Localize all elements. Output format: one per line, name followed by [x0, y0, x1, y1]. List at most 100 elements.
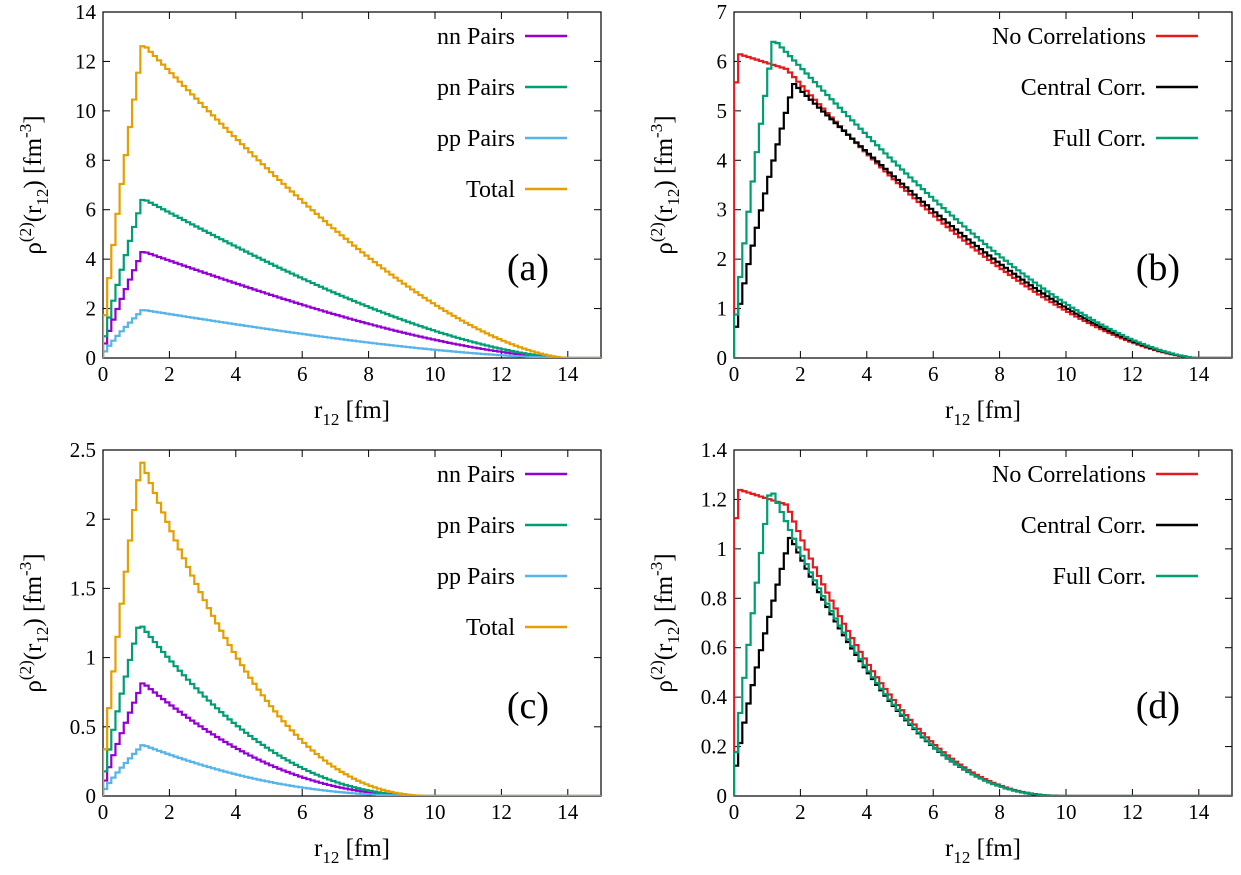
- x-tick-label: 4: [862, 362, 873, 386]
- x-tick-label: 14: [557, 800, 579, 824]
- x-tick-label: 10: [1056, 800, 1077, 824]
- series-line-nn-pairs: [103, 682, 601, 796]
- y-tick-label: 1: [86, 646, 97, 670]
- y-tick-label: 0: [717, 784, 728, 808]
- x-tick-label: 0: [98, 800, 109, 824]
- plot-frame: [102, 449, 602, 797]
- series-line-pn-pairs: [103, 198, 601, 358]
- x-tick-label: 6: [297, 800, 308, 824]
- x-tick-label: 6: [928, 362, 939, 386]
- legend-label: Full Corr.: [1053, 126, 1146, 152]
- series-line-nn-pairs: [103, 251, 601, 358]
- x-tick-label: 12: [491, 800, 512, 824]
- y-tick-label: 0.5: [70, 715, 96, 739]
- legend-label: No Correlations: [992, 24, 1146, 50]
- y-tick-label: 7: [717, 0, 728, 24]
- plot-frame: [102, 11, 602, 359]
- y-axis-label: ρ(2)(r12) [fm-3]: [16, 553, 52, 692]
- x-tick-label: 14: [1188, 362, 1210, 386]
- series-line-pn-pairs: [103, 625, 601, 796]
- y-tick-label: 1: [717, 537, 728, 561]
- y-tick-label: 6: [717, 49, 728, 73]
- series-line-pp-pairs: [103, 744, 601, 796]
- y-tick-label: 4: [86, 247, 97, 271]
- y-tick-label: 0.8: [701, 586, 727, 610]
- series-line-full-corr-: [734, 40, 1232, 358]
- legend-label: Central Corr.: [1021, 75, 1146, 101]
- x-tick-label: 0: [729, 800, 740, 824]
- panel-a: 0 2 4 6 8 10 12 14 0 2 4 6 8 10 12 14 r12 [fm] ρ(2)(r12) …: [16, 0, 602, 429]
- plot-frame: [733, 449, 1233, 797]
- series-line-total: [103, 461, 601, 796]
- x-tick-label: 14: [557, 362, 579, 386]
- y-tick-label: 1.4: [701, 438, 728, 462]
- x-tick-label: 2: [164, 362, 175, 386]
- y-tick-label: 0: [86, 784, 97, 808]
- series-line-pp-pairs: [103, 309, 601, 358]
- y-tick-label: 1: [717, 297, 728, 321]
- legend-label: nn Pairs: [437, 462, 515, 488]
- x-tick-label: 4: [231, 362, 242, 386]
- x-tick-label: 12: [1122, 362, 1143, 386]
- panel-c: 0 2 4 6 8 10 12 14 0 0.5 1 1.5 2 2.5 r12 [fm] ρ(2)(r12)…: [16, 438, 602, 867]
- y-tick-label: 0.6: [701, 636, 727, 660]
- x-tick-label: 8: [994, 362, 1005, 386]
- legend-label: pp Pairs: [437, 564, 515, 590]
- legend-label: pn Pairs: [437, 513, 515, 539]
- panel-label: (b): [1136, 247, 1180, 289]
- x-axis-label: r12 [fm]: [314, 835, 390, 867]
- y-tick-label: 3: [717, 198, 728, 222]
- y-tick-label: 14: [75, 0, 97, 24]
- x-tick-label: 8: [994, 800, 1005, 824]
- x-tick-label: 4: [862, 800, 873, 824]
- legend-label: No Correlations: [992, 462, 1146, 488]
- x-axis-label: r12 [fm]: [945, 397, 1021, 429]
- y-tick-label: 4: [717, 148, 728, 172]
- x-tick-label: 12: [1122, 800, 1143, 824]
- x-axis-label: r12 [fm]: [945, 835, 1021, 867]
- x-tick-label: 14: [1188, 800, 1210, 824]
- y-tick-label: 0.4: [701, 685, 728, 709]
- series-line-total: [103, 45, 601, 358]
- x-tick-label: 8: [363, 362, 374, 386]
- legend-label: Central Corr.: [1021, 513, 1146, 539]
- x-tick-label: 0: [729, 362, 740, 386]
- y-tick-label: 8: [86, 148, 97, 172]
- series-line-no-correlations: [734, 488, 1232, 796]
- legend-label: pp Pairs: [437, 126, 515, 152]
- x-tick-label: 6: [928, 800, 939, 824]
- x-axis-label: r12 [fm]: [314, 397, 390, 429]
- plot-frame: [733, 11, 1233, 359]
- x-tick-label: 2: [795, 800, 806, 824]
- y-axis-label: ρ(2)(r12) [fm-3]: [16, 115, 52, 254]
- y-tick-label: 2: [86, 507, 97, 531]
- panel-d: 0 2 4 6 8 10 12 14 0 0.2 0.4 0.6 0.8 1 1.2 1.4 r12 [fm] ρ…: [647, 438, 1233, 867]
- y-tick-label: 0: [717, 346, 728, 370]
- y-tick-label: 1.2: [701, 487, 727, 511]
- x-tick-label: 2: [795, 362, 806, 386]
- y-tick-label: 10: [75, 99, 96, 123]
- legend-label: Total: [466, 177, 515, 203]
- panel-label: (a): [507, 247, 549, 289]
- legend-label: Full Corr.: [1053, 564, 1146, 590]
- x-tick-label: 10: [425, 800, 446, 824]
- x-tick-label: 8: [363, 800, 374, 824]
- y-tick-label: 2: [717, 247, 728, 271]
- y-tick-label: 2.5: [70, 438, 96, 462]
- x-tick-label: 10: [1056, 362, 1077, 386]
- legend-label: Total: [466, 615, 515, 641]
- x-tick-label: 2: [164, 800, 175, 824]
- y-axis-label: ρ(2)(r12) [fm-3]: [647, 553, 683, 692]
- x-tick-label: 10: [425, 362, 446, 386]
- x-tick-label: 0: [98, 362, 109, 386]
- y-tick-label: 12: [75, 49, 96, 73]
- panel-label: (c): [507, 685, 549, 727]
- y-tick-label: 0: [86, 346, 97, 370]
- y-axis-label: ρ(2)(r12) [fm-3]: [647, 115, 683, 254]
- panel-label: (d): [1136, 685, 1180, 727]
- series-line-central-corr-: [734, 82, 1232, 358]
- y-tick-label: 1.5: [70, 576, 96, 600]
- x-tick-label: 12: [491, 362, 512, 386]
